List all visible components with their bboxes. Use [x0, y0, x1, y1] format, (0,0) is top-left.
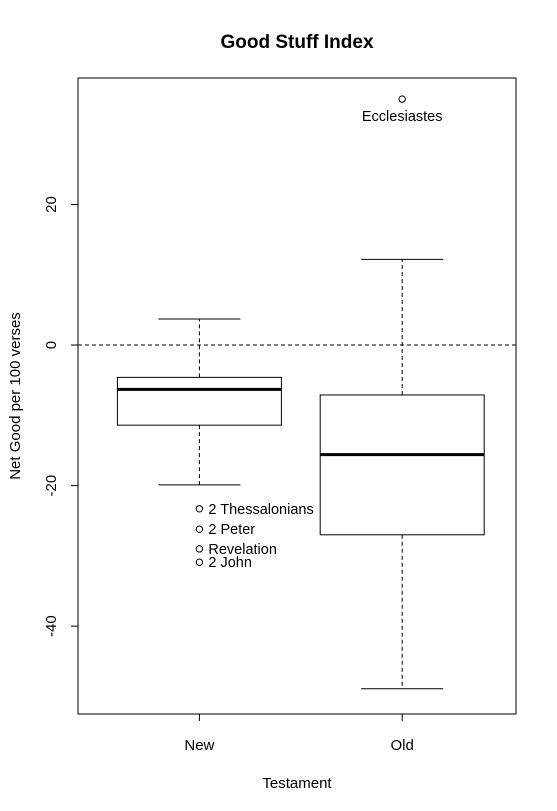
outlier-point [195, 525, 204, 533]
box-iqr [116, 376, 282, 426]
x-axis-label: Testament [262, 775, 332, 792]
y-tick-label: -20 [43, 475, 60, 497]
y-tick-label: 0 [43, 341, 60, 349]
outlier-label: Ecclesiastes [362, 109, 443, 125]
outlier-point [195, 545, 204, 553]
outlier-label: Revelation [208, 542, 277, 558]
y-axis-label: Net Good per 100 verses [7, 312, 24, 480]
outlier-point [195, 558, 204, 566]
y-tick-label: -40 [43, 615, 60, 637]
outlier-point [398, 95, 406, 103]
x-tick-label: Old [391, 737, 414, 754]
chart-title: Good Stuff Index [220, 32, 373, 53]
outlier-label: 2 John [208, 555, 252, 571]
box-iqr [319, 394, 485, 536]
plot-frame [77, 77, 517, 715]
outlier-point [195, 505, 204, 513]
chart-marks: -40 -20 0 20 New 2 Thessalonians 2 Peter Revela… [43, 95, 516, 754]
x-tick-label: New [184, 737, 214, 754]
outlier-label: 2 Thessalonians [208, 502, 313, 518]
y-tick-label: 20 [43, 196, 60, 213]
outlier-label: 2 Peter [208, 522, 255, 538]
